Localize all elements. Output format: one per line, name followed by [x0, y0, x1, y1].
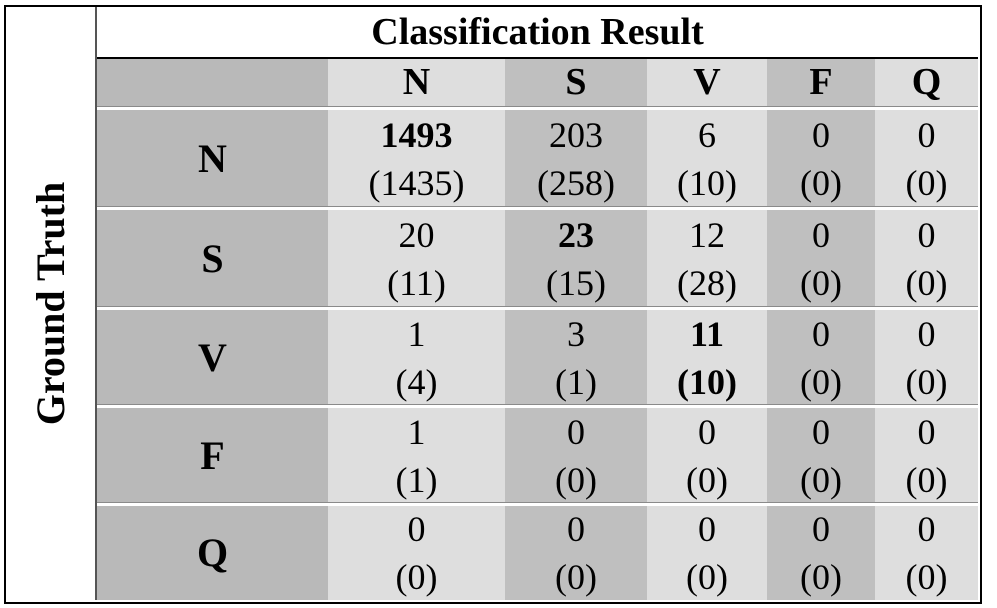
- cell-count: 0: [917, 114, 936, 155]
- cell-count-alt: (1): [555, 361, 597, 402]
- cell-count: 0: [812, 214, 830, 255]
- cell-count: 203: [549, 114, 603, 155]
- cell-count: 0: [917, 411, 936, 452]
- corner-cell: [97, 57, 328, 107]
- matrix-cell: 0 (0): [767, 107, 875, 207]
- row-label: S: [97, 207, 328, 307]
- cell-count: 0: [917, 313, 936, 354]
- cell-count: 0: [812, 313, 830, 354]
- row-label: N: [97, 107, 328, 207]
- matrix-cell: 0 (0): [875, 307, 978, 405]
- column-header: S: [505, 57, 647, 107]
- cell-count-alt: (0): [905, 262, 948, 303]
- table-title: Classification Result: [97, 7, 978, 59]
- row-label: F: [97, 405, 328, 503]
- cell-count: 0: [567, 411, 585, 452]
- cell-count-alt: (0): [686, 459, 728, 500]
- cell-count: 1: [407, 411, 426, 452]
- cell-count: 0: [812, 114, 830, 155]
- row-separator: [97, 206, 978, 207]
- matrix-cell: 1493 (1435): [328, 107, 505, 207]
- row-separator: [97, 502, 978, 503]
- matrix-cell: 0 (0): [647, 503, 767, 600]
- row-header: Ground Truth: [28, 181, 73, 426]
- matrix-cell: 0 (0): [875, 207, 978, 307]
- cell-count-alt: (0): [905, 557, 948, 597]
- cell-count-alt: (10): [677, 162, 737, 203]
- matrix-cell: 1 (4): [328, 307, 505, 405]
- cell-count: 0: [698, 411, 716, 452]
- cell-count-alt: (0): [395, 557, 438, 597]
- column-header: N: [328, 57, 505, 107]
- cell-count: 0: [698, 509, 716, 549]
- cell-count-alt: (0): [905, 361, 948, 402]
- matrix-cell: 0 (0): [767, 307, 875, 405]
- cell-count: 0: [917, 509, 936, 549]
- cell-count-alt: (0): [905, 459, 948, 500]
- row-separator: [97, 106, 978, 107]
- row-label: V: [97, 307, 328, 405]
- column-header: F: [767, 57, 875, 107]
- cell-count-alt: (11): [387, 262, 446, 303]
- cell-count: 23: [558, 214, 594, 255]
- matrix-cell: 1 (1): [328, 405, 505, 503]
- matrix-cell: 20 (11): [328, 207, 505, 307]
- cell-count: 0: [812, 411, 830, 452]
- cell-count: 1493: [380, 114, 453, 155]
- cell-count-alt: (15): [546, 262, 606, 303]
- cell-count: 6: [698, 114, 716, 155]
- matrix-cell: 0 (0): [767, 503, 875, 600]
- row-separator: [97, 404, 978, 405]
- matrix-cell: 11 (10): [647, 307, 767, 405]
- cell-count-alt: (0): [800, 459, 842, 500]
- cell-count-alt: (0): [800, 162, 842, 203]
- cell-count: 0: [917, 214, 936, 255]
- cell-count: 0: [407, 509, 426, 549]
- cell-count-alt: (0): [800, 557, 842, 597]
- cell-count-alt: (0): [686, 557, 728, 597]
- row-separator: [97, 306, 978, 307]
- matrix-cell: 0 (0): [328, 503, 505, 600]
- table-frame: [4, 5, 982, 604]
- cell-count-alt: (0): [555, 459, 597, 500]
- matrix-cell: 0 (0): [767, 207, 875, 307]
- matrix-cell: 23 (15): [505, 207, 647, 307]
- matrix-cell: 3 (1): [505, 307, 647, 405]
- row-label: Q: [97, 503, 328, 600]
- cell-count-alt: (4): [395, 361, 438, 402]
- cell-count: 0: [812, 509, 830, 549]
- cell-count: 11: [689, 313, 724, 354]
- matrix-cell: 12 (28): [647, 207, 767, 307]
- cell-count: 20: [398, 214, 435, 255]
- cell-count-alt: (0): [800, 361, 842, 402]
- row-header-cell: Ground Truth: [4, 7, 97, 600]
- matrix-cell: 0 (0): [767, 405, 875, 503]
- cell-count-alt: (10): [677, 361, 737, 402]
- cell-count-alt: (1435): [368, 162, 465, 203]
- cell-count: 3: [567, 313, 585, 354]
- cell-count-alt: (1): [395, 459, 438, 500]
- column-separator: [95, 7, 97, 600]
- matrix-cell: 6 (10): [647, 107, 767, 207]
- cell-count: 1: [407, 313, 426, 354]
- matrix-cell: 0 (0): [505, 405, 647, 503]
- matrix-cell: 0 (0): [875, 503, 978, 600]
- cell-count-alt: (0): [800, 262, 842, 303]
- cell-count: 0: [567, 509, 585, 549]
- matrix-cell: 0 (0): [875, 107, 978, 207]
- cell-count-alt: (258): [537, 162, 615, 203]
- column-header: Q: [875, 57, 978, 107]
- cell-count-alt: (0): [905, 162, 948, 203]
- matrix-cell: 0 (0): [647, 405, 767, 503]
- matrix-cell: 203 (258): [505, 107, 647, 207]
- matrix-cell: 0 (0): [875, 405, 978, 503]
- matrix-cell: 0 (0): [505, 503, 647, 600]
- cell-count-alt: (0): [555, 557, 597, 597]
- cell-count: 12: [689, 214, 725, 255]
- column-header: V: [647, 57, 767, 107]
- cell-count-alt: (28): [677, 262, 737, 303]
